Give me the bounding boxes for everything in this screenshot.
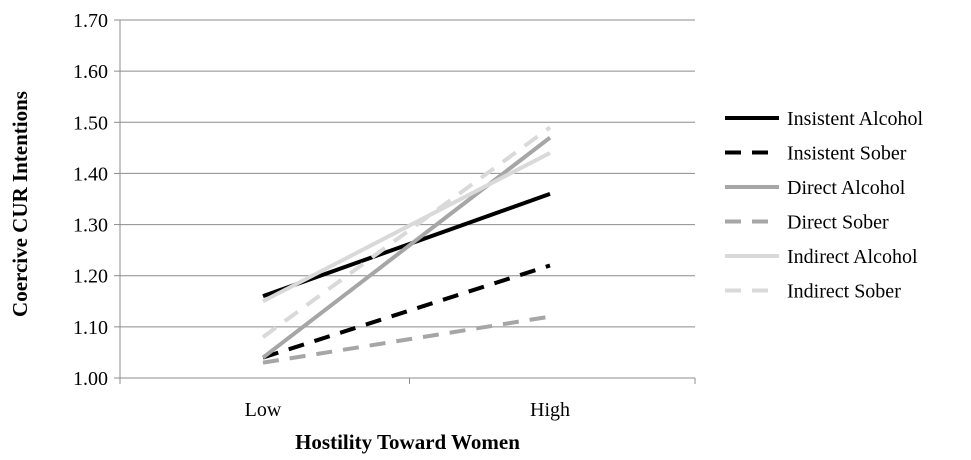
series-line	[262, 263, 551, 360]
gridlines	[120, 19, 695, 328]
y-tick-label: 1.10	[73, 317, 108, 339]
x-axis-title: Hostility Toward Women	[295, 430, 520, 454]
y-axis-title: Coercive CUR Intentions	[8, 91, 32, 317]
legend-label: Insistent Alcohol	[787, 108, 924, 130]
axis-labels: 1.00 1.10 1.20 1.30 1.40 1.50 1.60 1.70 Low High H…	[8, 10, 570, 454]
x-tick-label: High	[530, 399, 570, 421]
series-line	[261, 136, 552, 360]
series-line	[262, 151, 551, 304]
x-tick-label: Low	[245, 399, 282, 421]
axes	[114, 19, 696, 384]
series-line	[262, 314, 551, 365]
y-tick-label: 1.40	[73, 163, 108, 185]
y-tick-label: 1.70	[73, 10, 108, 32]
legend-label: Indirect Sober	[787, 281, 901, 303]
y-tick-label: 1.50	[73, 112, 108, 134]
series-lines	[261, 125, 552, 365]
series-line	[261, 125, 552, 339]
legend-label: Indirect Alcohol	[787, 246, 918, 268]
legend-label: Direct Sober	[787, 212, 889, 234]
legend-label: Insistent Sober	[787, 143, 907, 165]
y-tick-label: 1.20	[73, 266, 108, 288]
series-line	[262, 192, 551, 299]
legend: Insistent Alcohol Insistent Sober Direct A…	[725, 108, 924, 303]
y-tick-label: 1.60	[73, 61, 108, 83]
legend-label: Direct Alcohol	[787, 177, 906, 199]
y-tick-label: 1.00	[73, 368, 108, 390]
y-tick-label: 1.30	[73, 215, 108, 237]
